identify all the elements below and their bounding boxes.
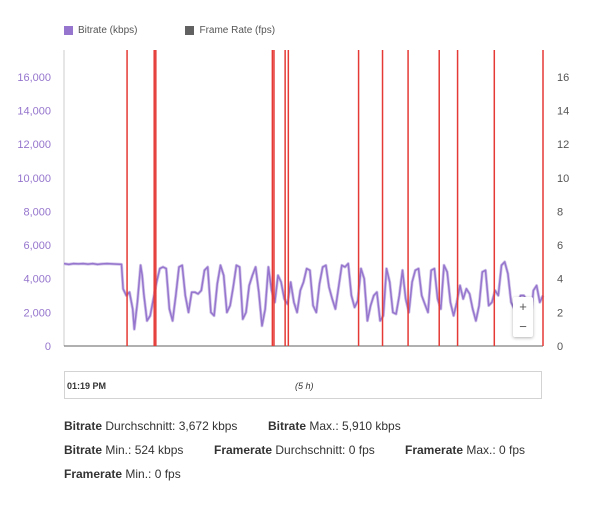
stat-item: Bitrate Min.: 524 kbps <box>64 438 214 462</box>
y-right-tick-label: 6 <box>557 240 563 252</box>
zoom-control: + − <box>513 297 533 337</box>
y-right-tick-label: 0 <box>557 341 563 353</box>
stats-row: Bitrate Min.: 524 kbps Framerate Durchsch… <box>64 438 525 462</box>
y-right-tick-label: 8 <box>557 206 563 218</box>
stat-value: Max.: 5,910 kbps <box>306 419 401 433</box>
chart-plot-area: 0 2,000 4,000 6,000 8,000 10,000 12,000 14,000 1… <box>17 50 569 353</box>
y-right-tick-label: 12 <box>557 139 569 151</box>
timeline-span-label: (5 h) <box>295 381 314 391</box>
zoom-in-button[interactable]: + <box>519 299 527 314</box>
stat-value: Durchschnitt: 0 fps <box>272 443 375 457</box>
y-right-tick-label: 2 <box>557 307 563 319</box>
stat-key: Framerate <box>214 443 273 457</box>
stat-key: Bitrate <box>268 419 307 433</box>
y-left-tick-label: 8,000 <box>23 206 51 218</box>
legend-item-bitrate[interactable]: Bitrate (kbps) <box>64 25 137 36</box>
stat-value: Max.: 0 fps <box>463 443 526 457</box>
legend-label-bitrate: Bitrate (kbps) <box>78 25 138 36</box>
y-right-tick-label: 16 <box>557 72 569 84</box>
legend-label-framerate: Frame Rate (fps) <box>199 25 276 36</box>
legend-swatch-framerate <box>185 26 195 35</box>
stats-row: Framerate Min.: 0 fps <box>64 462 525 486</box>
zoom-out-button[interactable]: − <box>519 319 527 334</box>
y-left-tick-label: 10,000 <box>17 173 51 185</box>
y-left-tick-label: 16,000 <box>17 72 51 84</box>
y-left-tick-label: 4,000 <box>23 274 51 286</box>
stats-panel: Bitrate Durchschnitt: 3,672 kbps Bitrate … <box>64 414 525 486</box>
y-right-tick-label: 10 <box>557 173 569 185</box>
y-left-tick-label: 2,000 <box>23 307 51 319</box>
legend-swatch-bitrate <box>64 26 73 35</box>
stat-value: Durchschnitt: 3,672 kbps <box>102 419 238 433</box>
stat-key: Framerate <box>405 443 464 457</box>
stat-value: Min.: 524 kbps <box>102 443 184 457</box>
stat-item: Framerate Min.: 0 fps <box>64 462 181 486</box>
timeline-navigator[interactable]: 01:19 PM (5 h) <box>64 371 542 399</box>
y-left-tick-label: 6,000 <box>23 240 51 252</box>
stat-item: Framerate Durchschnitt: 0 fps <box>214 438 405 462</box>
stat-key: Framerate <box>64 467 123 481</box>
y-right-tick-label: 14 <box>557 106 569 118</box>
timeline-start-label: 01:19 PM <box>67 381 107 391</box>
stat-item: Framerate Max.: 0 fps <box>405 438 525 462</box>
y-right-tick-label: 4 <box>557 274 563 286</box>
y-left-tick-label: 14,000 <box>17 106 51 118</box>
chart-legend: Bitrate (kbps) Frame Rate (fps) <box>64 25 275 36</box>
y-left-tick-label: 0 <box>45 341 51 353</box>
stat-value: Min.: 0 fps <box>122 467 181 481</box>
stats-row: Bitrate Durchschnitt: 3,672 kbps Bitrate … <box>64 414 525 438</box>
legend-item-framerate[interactable]: Frame Rate (fps) <box>185 25 275 36</box>
stat-item: Bitrate Durchschnitt: 3,672 kbps <box>64 414 268 438</box>
stat-item: Bitrate Max.: 5,910 kbps <box>268 414 401 438</box>
stat-key: Bitrate <box>64 419 103 433</box>
y-left-tick-label: 12,000 <box>17 139 51 151</box>
stat-key: Bitrate <box>64 443 103 457</box>
